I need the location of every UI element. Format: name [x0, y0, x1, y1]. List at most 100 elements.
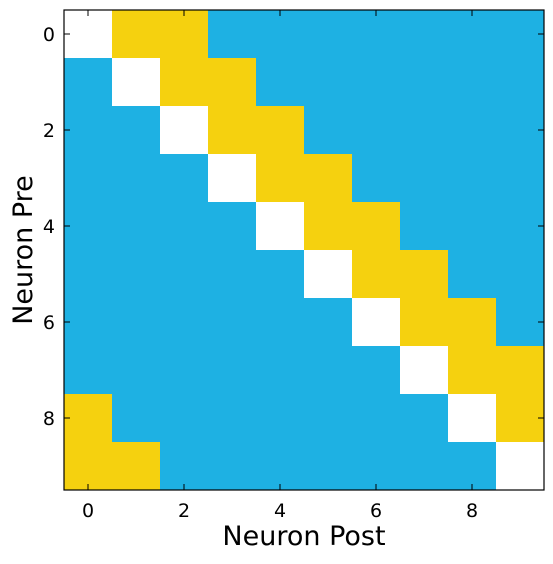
- heatmap-cell-6-4: [256, 298, 305, 347]
- heatmap-cell-9-4: [256, 442, 305, 491]
- heatmap-cell-8-4: [256, 394, 305, 443]
- heatmap-cell-0-6: [352, 10, 401, 59]
- x-tick-label-6: 6: [370, 500, 382, 522]
- x-tick-label-4: 4: [274, 500, 286, 522]
- heatmap-cell-2-6: [352, 106, 401, 155]
- heatmap-cell-7-6: [352, 346, 401, 395]
- heatmap-cell-8-0: [64, 394, 113, 443]
- heatmap-cell-7-4: [256, 346, 305, 395]
- heatmap-cell-6-3: [208, 298, 257, 347]
- heatmap-cell-1-0: [64, 58, 113, 107]
- heatmap-cell-8-7: [400, 394, 449, 443]
- axis-ticks: 0 2 4 6 8 0 2 4 6 8: [43, 10, 544, 522]
- heatmap-cell-9-3: [208, 442, 257, 491]
- heatmap-cell-4-1: [112, 202, 161, 251]
- heatmap-cell-1-6: [352, 58, 401, 107]
- heatmap-cell-2-2: [160, 106, 209, 155]
- heatmap-cell-9-0: [64, 442, 113, 491]
- heatmap-cell-5-1: [112, 250, 161, 299]
- heatmap-cell-0-1: [112, 10, 161, 59]
- heatmap-cell-3-6: [352, 154, 401, 203]
- heatmap-cell-4-7: [400, 202, 449, 251]
- heatmap-cell-9-2: [160, 442, 209, 491]
- heatmap-cell-7-7: [400, 346, 449, 395]
- heatmap-cell-6-2: [160, 298, 209, 347]
- heatmap-cell-8-8: [448, 394, 497, 443]
- heatmap-cell-9-6: [352, 442, 401, 491]
- heatmap-cell-5-6: [352, 250, 401, 299]
- heatmap-cell-2-1: [112, 106, 161, 155]
- y-axis-label: Neuron Pre: [8, 175, 39, 325]
- heatmap-cell-6-6: [352, 298, 401, 347]
- y-tick-label-2: 2: [43, 120, 55, 142]
- heatmap-cell-3-4: [256, 154, 305, 203]
- heatmap-cell-8-1: [112, 394, 161, 443]
- y-tick-label-8: 8: [43, 408, 55, 430]
- heatmap-cell-0-7: [400, 10, 449, 59]
- heatmap-cell-7-3: [208, 346, 257, 395]
- heatmap-cell-4-5: [304, 202, 353, 251]
- heatmap-cell-0-0: [64, 10, 113, 59]
- heatmap-cell-1-1: [112, 58, 161, 107]
- x-tick-label-0: 0: [82, 500, 94, 522]
- heatmap-cell-5-3: [208, 250, 257, 299]
- heatmap-cell-9-7: [400, 442, 449, 491]
- heatmap-cell-4-4: [256, 202, 305, 251]
- heatmap-cell-6-8: [448, 298, 497, 347]
- heatmap-cell-8-2: [160, 394, 209, 443]
- heatmap-cell-7-1: [112, 346, 161, 395]
- heatmap-cell-7-2: [160, 346, 209, 395]
- heatmap-cell-3-5: [304, 154, 353, 203]
- heatmap-cell-4-0: [64, 202, 113, 251]
- heatmap-cell-1-8: [448, 58, 497, 107]
- heatmap-cell-8-6: [352, 394, 401, 443]
- heatmap-cell-4-2: [160, 202, 209, 251]
- x-tick-label-2: 2: [178, 500, 190, 522]
- y-tick-label-4: 4: [43, 216, 55, 238]
- heatmap-cell-3-1: [112, 154, 161, 203]
- heatmap-cell-1-9: [496, 58, 545, 107]
- heatmap-cell-2-5: [304, 106, 353, 155]
- heatmap-cell-7-5: [304, 346, 353, 395]
- heatmap-cells: [64, 10, 545, 491]
- heatmap-cell-1-5: [304, 58, 353, 107]
- heatmap-cell-0-9: [496, 10, 545, 59]
- heatmap-cell-2-7: [400, 106, 449, 155]
- heatmap-cell-1-7: [400, 58, 449, 107]
- heatmap-cell-7-8: [448, 346, 497, 395]
- heatmap-cell-4-3: [208, 202, 257, 251]
- heatmap-cell-4-6: [352, 202, 401, 251]
- heatmap-cell-8-5: [304, 394, 353, 443]
- heatmap-cell-0-4: [256, 10, 305, 59]
- x-tick-label-8: 8: [466, 500, 478, 522]
- heatmap-cell-2-3: [208, 106, 257, 155]
- heatmap-cell-3-9: [496, 154, 545, 203]
- heatmap-cell-2-9: [496, 106, 545, 155]
- plot-frame: [63, 9, 545, 491]
- heatmap-cell-2-4: [256, 106, 305, 155]
- heatmap-cell-5-0: [64, 250, 113, 299]
- heatmap-cell-5-4: [256, 250, 305, 299]
- heatmap-cell-3-7: [400, 154, 449, 203]
- x-axis-label: Neuron Post: [222, 521, 385, 552]
- heatmap-cell-7-0: [64, 346, 113, 395]
- heatmap-cell-5-5: [304, 250, 353, 299]
- heatmap-cell-3-8: [448, 154, 497, 203]
- heatmap-cell-8-3: [208, 394, 257, 443]
- y-tick-label-6: 6: [43, 312, 55, 334]
- heatmap-cell-0-8: [448, 10, 497, 59]
- heatmap-cell-9-8: [448, 442, 497, 491]
- heatmap-cell-6-9: [496, 298, 545, 347]
- heatmap-cell-5-9: [496, 250, 545, 299]
- heatmap-cell-5-8: [448, 250, 497, 299]
- heatmap-cell-0-2: [160, 10, 209, 59]
- heatmap-cell-6-1: [112, 298, 161, 347]
- heatmap-cell-5-7: [400, 250, 449, 299]
- heatmap-cell-3-2: [160, 154, 209, 203]
- heatmap-cell-0-5: [304, 10, 353, 59]
- heatmap-cell-2-8: [448, 106, 497, 155]
- heatmap-cell-6-5: [304, 298, 353, 347]
- heatmap-cell-5-2: [160, 250, 209, 299]
